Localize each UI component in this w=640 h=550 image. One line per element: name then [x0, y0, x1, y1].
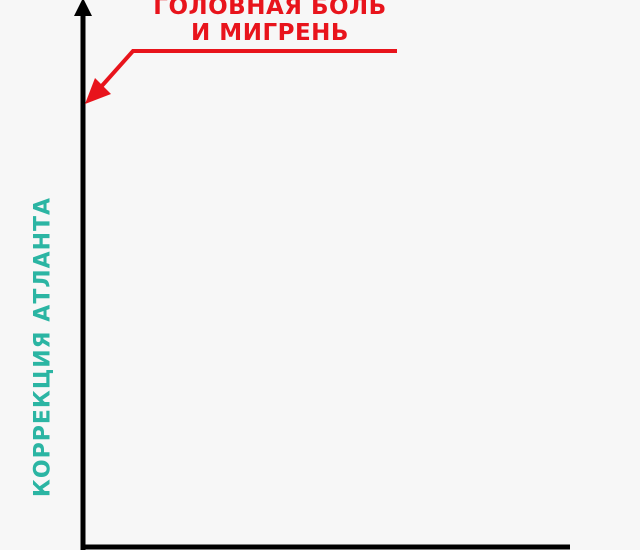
y-axis-arrowhead — [74, 0, 92, 16]
callout-pointer-arrowhead — [85, 78, 111, 104]
callout-line-1: ГОЛОВНАЯ БОЛЬ — [153, 0, 387, 20]
callout-line-2: И МИГРЕНЬ — [191, 20, 349, 46]
callout-label: ГОЛОВНАЯ БОЛЬ И МИГРЕНЬ — [120, 0, 420, 46]
callout-pointer-line — [98, 49, 397, 90]
y-axis-label: КОРРЕКЦИЯ АТЛАНТА — [30, 196, 56, 498]
